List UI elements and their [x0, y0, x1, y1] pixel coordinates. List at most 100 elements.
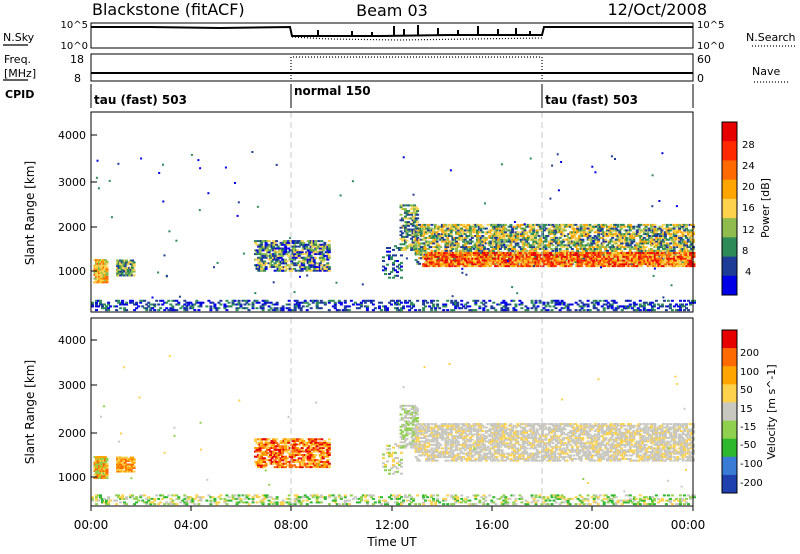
power-cell — [293, 309, 297, 312]
power-cell — [245, 307, 249, 310]
power-cell — [644, 225, 648, 228]
power-cell — [537, 240, 541, 243]
power-cell — [611, 244, 615, 247]
power-cell — [300, 267, 304, 270]
power-cell — [523, 242, 527, 245]
power-cell — [432, 246, 436, 249]
power-cell — [624, 299, 628, 302]
power-cell — [638, 303, 642, 306]
power-cell — [479, 238, 483, 241]
power-cell — [231, 303, 235, 306]
power-cell — [588, 229, 592, 232]
power-cell — [500, 244, 504, 247]
power-cell — [428, 246, 432, 249]
power-cell — [529, 263, 533, 266]
power-cell — [683, 252, 687, 255]
power-cell — [548, 242, 551, 245]
power-cell — [538, 259, 541, 262]
power-cell — [682, 259, 685, 262]
power-cell — [651, 223, 655, 226]
power-cell — [548, 263, 552, 266]
power-cell — [637, 223, 641, 226]
power-cell — [422, 263, 426, 266]
power-cell — [610, 255, 613, 258]
power-cell — [278, 264, 282, 267]
power-cell — [558, 236, 562, 239]
power-cell — [444, 240, 448, 243]
power-cell — [613, 233, 616, 236]
power-cell — [404, 224, 407, 227]
power-cell — [586, 233, 590, 236]
power-cell — [592, 255, 596, 258]
power-cell — [570, 235, 574, 237]
power-cell — [555, 252, 559, 255]
power-cell — [481, 265, 485, 268]
power-cell — [302, 262, 306, 265]
power-cell — [235, 303, 239, 306]
power-cell — [414, 248, 418, 250]
power-cell — [272, 240, 276, 243]
power-cell — [638, 252, 642, 255]
power-cell — [593, 235, 597, 237]
power-cell — [655, 261, 659, 264]
power-cell — [456, 305, 460, 308]
power-cell — [432, 299, 436, 302]
power-cell — [384, 307, 387, 310]
power-cell — [609, 223, 613, 226]
power-cell — [564, 263, 568, 266]
power-cell — [690, 255, 694, 258]
power-cell — [606, 254, 610, 256]
power-cell — [133, 309, 137, 312]
power-cell — [285, 264, 289, 267]
power-cell — [405, 210, 409, 212]
power-cell — [543, 261, 547, 264]
power-cell — [610, 254, 613, 256]
power-cell — [636, 309, 640, 312]
power-cell — [321, 249, 325, 252]
power-cell — [495, 238, 499, 241]
velocity-scatter-marks — [91, 355, 696, 506]
power-cell — [660, 255, 664, 258]
power-cell — [688, 236, 692, 239]
power-cell — [528, 225, 532, 228]
power-cell — [555, 257, 559, 260]
power-cell — [486, 223, 490, 226]
power-speck — [198, 209, 201, 212]
power-cell — [542, 307, 546, 310]
power-cell — [505, 235, 509, 237]
power-cell — [132, 265, 136, 268]
power-cell — [215, 307, 219, 310]
power-cell — [300, 266, 304, 268]
power-cell — [683, 248, 687, 250]
power-cell — [495, 225, 499, 228]
power-cell — [449, 227, 453, 230]
power-cell — [518, 238, 522, 241]
power-cell — [687, 299, 690, 302]
power-cell — [495, 233, 499, 236]
power-cell — [541, 265, 545, 268]
power-cell — [430, 259, 434, 262]
power-cell — [288, 267, 292, 270]
power-cell — [414, 211, 418, 214]
power-cell — [296, 241, 300, 244]
power-cell — [599, 255, 603, 258]
power-cell — [418, 242, 422, 245]
power-cell — [689, 252, 692, 255]
power-cell — [597, 261, 601, 264]
power-cell — [451, 236, 455, 239]
power-cell — [260, 267, 264, 270]
power-cell — [399, 213, 403, 216]
power-cell — [159, 299, 163, 302]
power-cell — [613, 255, 617, 258]
power-cell — [609, 227, 613, 230]
power-cell — [562, 240, 566, 243]
power-cell — [650, 301, 654, 304]
power-cell — [577, 236, 581, 239]
noise-right-tick-top: 10^5 — [697, 20, 724, 31]
power-cell — [578, 259, 582, 262]
velocity-cell — [104, 456, 107, 459]
power-cell — [302, 260, 306, 263]
power-cell — [544, 227, 548, 230]
power-cell — [541, 227, 544, 230]
power-cell — [442, 303, 446, 306]
